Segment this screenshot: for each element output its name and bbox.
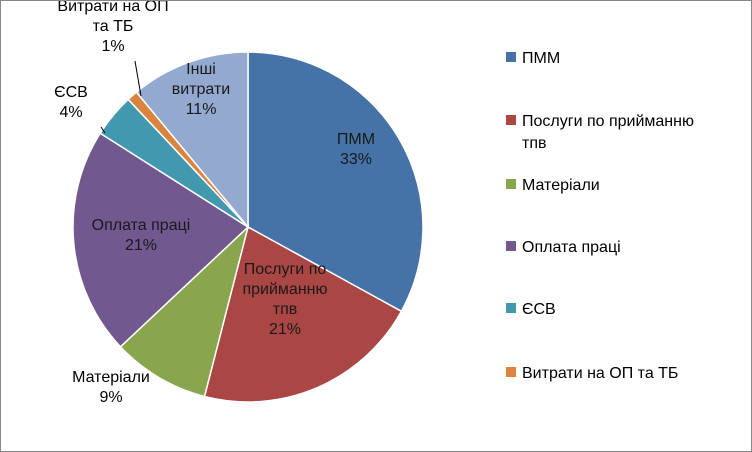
legend-label-оплата-праці: Оплата праці	[522, 239, 621, 256]
data-label-оплата-праці: Оплата праці 21%	[92, 217, 191, 254]
pie-slice-послуги-по-прийманню-тпв	[203, 225, 403, 403]
data-label-послуги-по-прийманню-тпв: Послуги по прийманню тпв 21%	[242, 261, 327, 338]
legend-swatch-пмм	[506, 52, 516, 62]
legend-swatch-матеріали	[506, 179, 516, 189]
legend-swatch-послуги-по-прийманню-тпв	[506, 115, 516, 125]
data-label-пмм: ПММ 33%	[337, 131, 375, 168]
legend-label-єсв: ЄСВ	[522, 301, 556, 318]
legend-label-пмм: ПММ	[522, 50, 560, 67]
pie-slice-матеріали	[119, 224, 250, 398]
data-label-єсв: ЄСВ 4%	[54, 84, 88, 121]
legend-label-послуги-по-прийманню-тпв: Послуги по прийманню тпв	[522, 113, 694, 152]
pie-slices	[72, 51, 424, 403]
legend-swatch-оплата-праці	[506, 241, 516, 251]
legend-swatch-витрати-на-оп-та-тб	[506, 367, 516, 377]
legend-label-витрати-на-оп-та-тб: Витрати на ОП та ТБ	[522, 365, 678, 382]
legend-swatch-єсв	[506, 303, 516, 313]
data-label-інші-витрати: Інші витрати 11%	[172, 61, 230, 118]
leader-line-витрати-на-оп-та-тб	[134, 60, 142, 97]
leader-line-єсв	[100, 126, 106, 134]
legend-label-матеріали: Матеріали	[522, 177, 600, 194]
pie-slice-інші-витрати	[135, 51, 249, 230]
pie-slice-пмм	[247, 51, 424, 313]
pie-slice-оплата-праці	[72, 132, 250, 348]
leader-lines	[100, 60, 142, 134]
data-label-матеріали: Матеріали 9%	[72, 369, 150, 406]
data-label-витрати-на-оп-та-тб: Витрати на ОП та ТБ 1%	[57, 1, 168, 55]
legend: ПММ Послуги по прийманню тпв Матеріали Оплат…	[506, 50, 694, 382]
data-labels: ПММ 33% Послуги по прийманню тпв 21% Матеріали…	[54, 1, 375, 406]
